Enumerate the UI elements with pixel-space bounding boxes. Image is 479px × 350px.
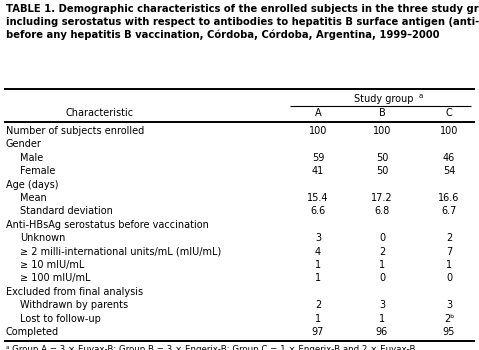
Text: 6.7: 6.7 — [441, 206, 456, 216]
Text: Study group: Study group — [354, 94, 413, 104]
Text: 16.6: 16.6 — [438, 193, 460, 203]
Text: 2: 2 — [315, 300, 321, 310]
Text: Standard deviation: Standard deviation — [20, 206, 113, 216]
Text: Mean: Mean — [20, 193, 47, 203]
Text: ≥ 2 milli-international units/mL (mIU/mL): ≥ 2 milli-international units/mL (mIU/mL… — [20, 247, 221, 257]
Text: 1: 1 — [315, 314, 321, 324]
Text: 0: 0 — [446, 273, 452, 284]
Text: 54: 54 — [443, 166, 455, 176]
Text: 2: 2 — [379, 247, 385, 257]
Text: 100: 100 — [373, 126, 391, 136]
Text: Lost to follow-up: Lost to follow-up — [20, 314, 101, 324]
Text: 1: 1 — [446, 260, 452, 270]
Text: Number of subjects enrolled: Number of subjects enrolled — [6, 126, 144, 136]
Text: 50: 50 — [376, 153, 388, 163]
Text: B: B — [378, 108, 386, 118]
Text: 0: 0 — [379, 273, 385, 284]
Text: 46: 46 — [443, 153, 455, 163]
Text: ᵃ Group A = 3 × Euvax-B; Group B = 3 × Engerix-B; Group C = 1 × Engerix-B and 2 : ᵃ Group A = 3 × Euvax-B; Group B = 3 × E… — [6, 345, 418, 350]
Text: C: C — [445, 108, 452, 118]
Text: Female: Female — [20, 166, 56, 176]
Text: ≥ 100 mIU/mL: ≥ 100 mIU/mL — [20, 273, 91, 284]
Text: 96: 96 — [376, 327, 388, 337]
Text: 2ᵇ: 2ᵇ — [444, 314, 454, 324]
Text: 3: 3 — [446, 300, 452, 310]
Text: ≥ 10 mIU/mL: ≥ 10 mIU/mL — [20, 260, 84, 270]
Text: 2: 2 — [446, 233, 452, 243]
Text: Age (days): Age (days) — [6, 180, 58, 190]
Text: 100: 100 — [309, 126, 327, 136]
Text: 97: 97 — [312, 327, 324, 337]
Text: Characteristic: Characteristic — [66, 108, 134, 118]
Text: 1: 1 — [379, 260, 385, 270]
Text: Withdrawn by parents: Withdrawn by parents — [20, 300, 128, 310]
Text: 1: 1 — [315, 260, 321, 270]
Text: Completed: Completed — [6, 327, 59, 337]
Text: Male: Male — [20, 153, 43, 163]
Text: 50: 50 — [376, 166, 388, 176]
Text: 6.8: 6.8 — [375, 206, 389, 216]
Text: 1: 1 — [315, 273, 321, 284]
Text: 59: 59 — [312, 153, 324, 163]
Text: TABLE 1. Demographic characteristics of the enrolled subjects in the three study: TABLE 1. Demographic characteristics of … — [6, 4, 479, 40]
Text: Anti-HBsAg serostatus before vaccination: Anti-HBsAg serostatus before vaccination — [6, 220, 209, 230]
Text: 6.6: 6.6 — [310, 206, 326, 216]
Text: 95: 95 — [443, 327, 455, 337]
Text: Gender: Gender — [6, 139, 42, 149]
Text: 1: 1 — [379, 314, 385, 324]
Text: 0: 0 — [379, 233, 385, 243]
Text: A: A — [315, 108, 321, 118]
Text: 3: 3 — [315, 233, 321, 243]
Text: Excluded from final analysis: Excluded from final analysis — [6, 287, 143, 297]
Text: 15.4: 15.4 — [307, 193, 329, 203]
Text: 7: 7 — [446, 247, 452, 257]
Text: a: a — [419, 93, 423, 99]
Text: 3: 3 — [379, 300, 385, 310]
Text: 41: 41 — [312, 166, 324, 176]
Text: Unknown: Unknown — [20, 233, 65, 243]
Text: 17.2: 17.2 — [371, 193, 393, 203]
Text: 100: 100 — [440, 126, 458, 136]
Text: 4: 4 — [315, 247, 321, 257]
